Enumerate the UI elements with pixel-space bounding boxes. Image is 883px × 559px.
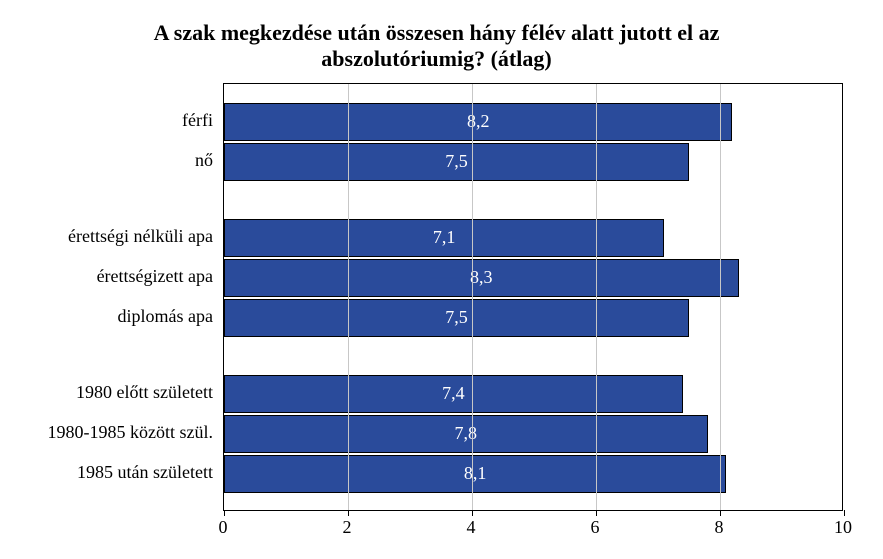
y-axis-label: diplomás apa <box>118 298 213 336</box>
bar-row: 7,4 <box>224 375 683 413</box>
bar-row: 8,1 <box>224 455 726 493</box>
bar-row: 7,8 <box>224 415 708 453</box>
bar: 8,2 <box>224 103 732 141</box>
y-axis-label: nő <box>195 142 213 180</box>
gridline <box>720 84 721 510</box>
chart-title: A szak megkezdése után összesen hány fél… <box>30 20 843 73</box>
x-tick-mark <box>720 510 721 516</box>
y-axis-labels: férfinő érettségi nélküli apaérettségizet… <box>30 83 223 511</box>
y-axis-label: 1980 előtt született <box>76 374 213 412</box>
chart-container: A szak megkezdése után összesen hány fél… <box>0 0 883 559</box>
x-tick-label: 4 <box>467 517 476 538</box>
bar-value-label: 7,1 <box>433 227 456 248</box>
x-tick-mark <box>472 510 473 516</box>
bars-region: 8,27,57,18,37,57,47,88,1 <box>223 83 843 511</box>
y-axis-label: 1985 után született <box>77 454 213 492</box>
y-axis-label: érettségi nélküli apa <box>68 218 213 256</box>
chart-title-line1: A szak megkezdése után összesen hány fél… <box>154 20 720 45</box>
x-tick-label: 2 <box>343 517 352 538</box>
bar-value-label: 7,4 <box>442 383 465 404</box>
x-tick-label: 0 <box>219 517 228 538</box>
bar: 8,3 <box>224 259 739 297</box>
gridline <box>596 84 597 510</box>
bar-value-label: 8,1 <box>464 463 487 484</box>
bar-value-label: 8,3 <box>470 267 493 288</box>
gridline <box>348 84 349 510</box>
bar-row: 7,5 <box>224 299 689 337</box>
x-tick-label: 8 <box>715 517 724 538</box>
x-tick-mark <box>224 510 225 516</box>
bar: 7,4 <box>224 375 683 413</box>
x-tick-mark <box>844 510 845 516</box>
x-tick-mark <box>348 510 349 516</box>
bar: 7,8 <box>224 415 708 453</box>
bar-row: 8,2 <box>224 103 732 141</box>
bar-value-label: 8,2 <box>467 111 490 132</box>
bar: 7,1 <box>224 219 664 257</box>
bar: 7,5 <box>224 143 689 181</box>
x-tick-mark <box>596 510 597 516</box>
bar: 8,1 <box>224 455 726 493</box>
x-axis: 0246810 <box>223 517 843 541</box>
bar-row: 7,5 <box>224 143 689 181</box>
bar-value-label: 7,8 <box>455 423 478 444</box>
bar-row: 8,3 <box>224 259 739 297</box>
y-axis-label: férfi <box>182 102 213 140</box>
bar-value-label: 7,5 <box>445 151 468 172</box>
bar: 7,5 <box>224 299 689 337</box>
x-tick-label: 6 <box>591 517 600 538</box>
bar-row: 7,1 <box>224 219 664 257</box>
y-axis-label: érettségizett apa <box>97 258 213 296</box>
x-tick-label: 10 <box>834 517 852 538</box>
bars-column: 8,27,57,18,37,57,47,88,1 <box>224 84 842 510</box>
plot-area: férfinő érettségi nélküli apaérettségizet… <box>30 83 843 541</box>
gridline <box>472 84 473 510</box>
chart-title-line2: abszolutóriumig? (átlag) <box>321 46 551 71</box>
y-axis-label: 1980-1985 között szül. <box>48 414 213 452</box>
bar-value-label: 7,5 <box>445 307 468 328</box>
